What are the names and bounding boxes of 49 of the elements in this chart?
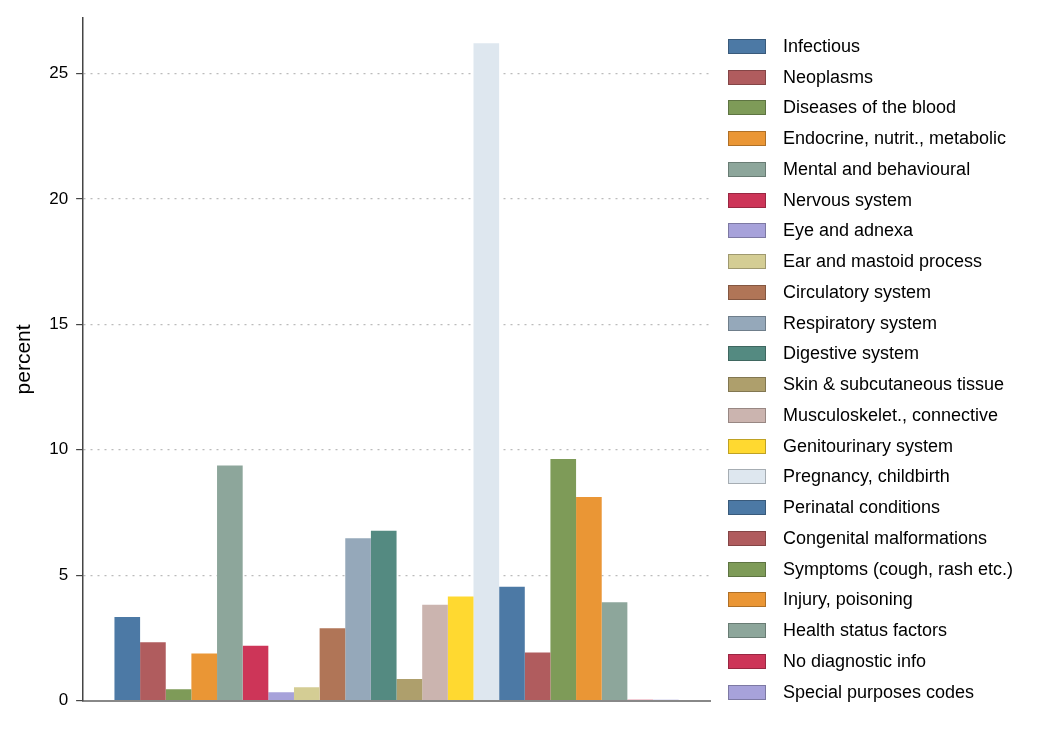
legend-label: Perinatal conditions	[783, 497, 941, 519]
y-tick-label: 10	[49, 439, 69, 459]
legend-label: Ear and mastoid process	[783, 251, 983, 273]
bar	[422, 604, 448, 700]
bar	[345, 538, 371, 700]
bar	[524, 652, 551, 700]
bar	[473, 43, 500, 700]
legend-label: Diseases of the blood	[783, 97, 957, 119]
legend-label: Genitourinary system	[783, 435, 954, 457]
legend-label: Neoplasms	[783, 66, 874, 88]
legend-label: Health status factors	[783, 620, 948, 642]
y-tick-label: 5	[58, 564, 69, 584]
bar	[191, 653, 218, 700]
bar	[140, 642, 166, 700]
bar	[217, 465, 243, 700]
bar	[447, 596, 474, 700]
legend-label: Special purposes codes	[783, 681, 975, 703]
y-axis-title: percent	[11, 324, 35, 395]
legend-label: Symptoms (cough, rash etc.)	[783, 558, 1014, 580]
bar	[319, 628, 346, 700]
legend-label: Eye and adnexa	[783, 220, 914, 242]
bar	[268, 692, 294, 700]
y-tick-label: 15	[49, 313, 69, 333]
legend-label: Skin & subcutaneous tissue	[783, 374, 1005, 396]
y-tick-label: 0	[58, 690, 69, 710]
legend-label: Infectious	[783, 35, 861, 57]
bar	[370, 530, 397, 700]
legend-label: No diagnostic info	[783, 650, 927, 672]
bar	[499, 586, 525, 700]
legend-label: Mental and behavioural	[783, 158, 971, 180]
bar	[242, 645, 269, 700]
legend-label: Congenital malformations	[783, 527, 988, 549]
bar	[293, 687, 320, 700]
y-tick-label: 20	[49, 188, 69, 208]
legend-label: Endocrine, nutrit., metabolic	[783, 128, 1007, 150]
bar	[114, 617, 141, 700]
bar	[550, 459, 577, 700]
legend-label: Circulatory system	[783, 281, 932, 303]
legend-label: Nervous system	[783, 189, 913, 211]
legend-label: Pregnancy, childbirth	[783, 466, 950, 488]
y-tick-label: 25	[49, 63, 69, 83]
legend-label: Injury, poisoning	[783, 589, 913, 611]
bar	[396, 679, 423, 700]
legend-label: Respiratory system	[783, 312, 938, 334]
legend-label: Digestive system	[783, 343, 920, 365]
bar	[165, 689, 192, 700]
bar	[601, 602, 628, 700]
bar	[576, 496, 602, 700]
legend-label: Musculoskelet., connective	[783, 404, 999, 426]
